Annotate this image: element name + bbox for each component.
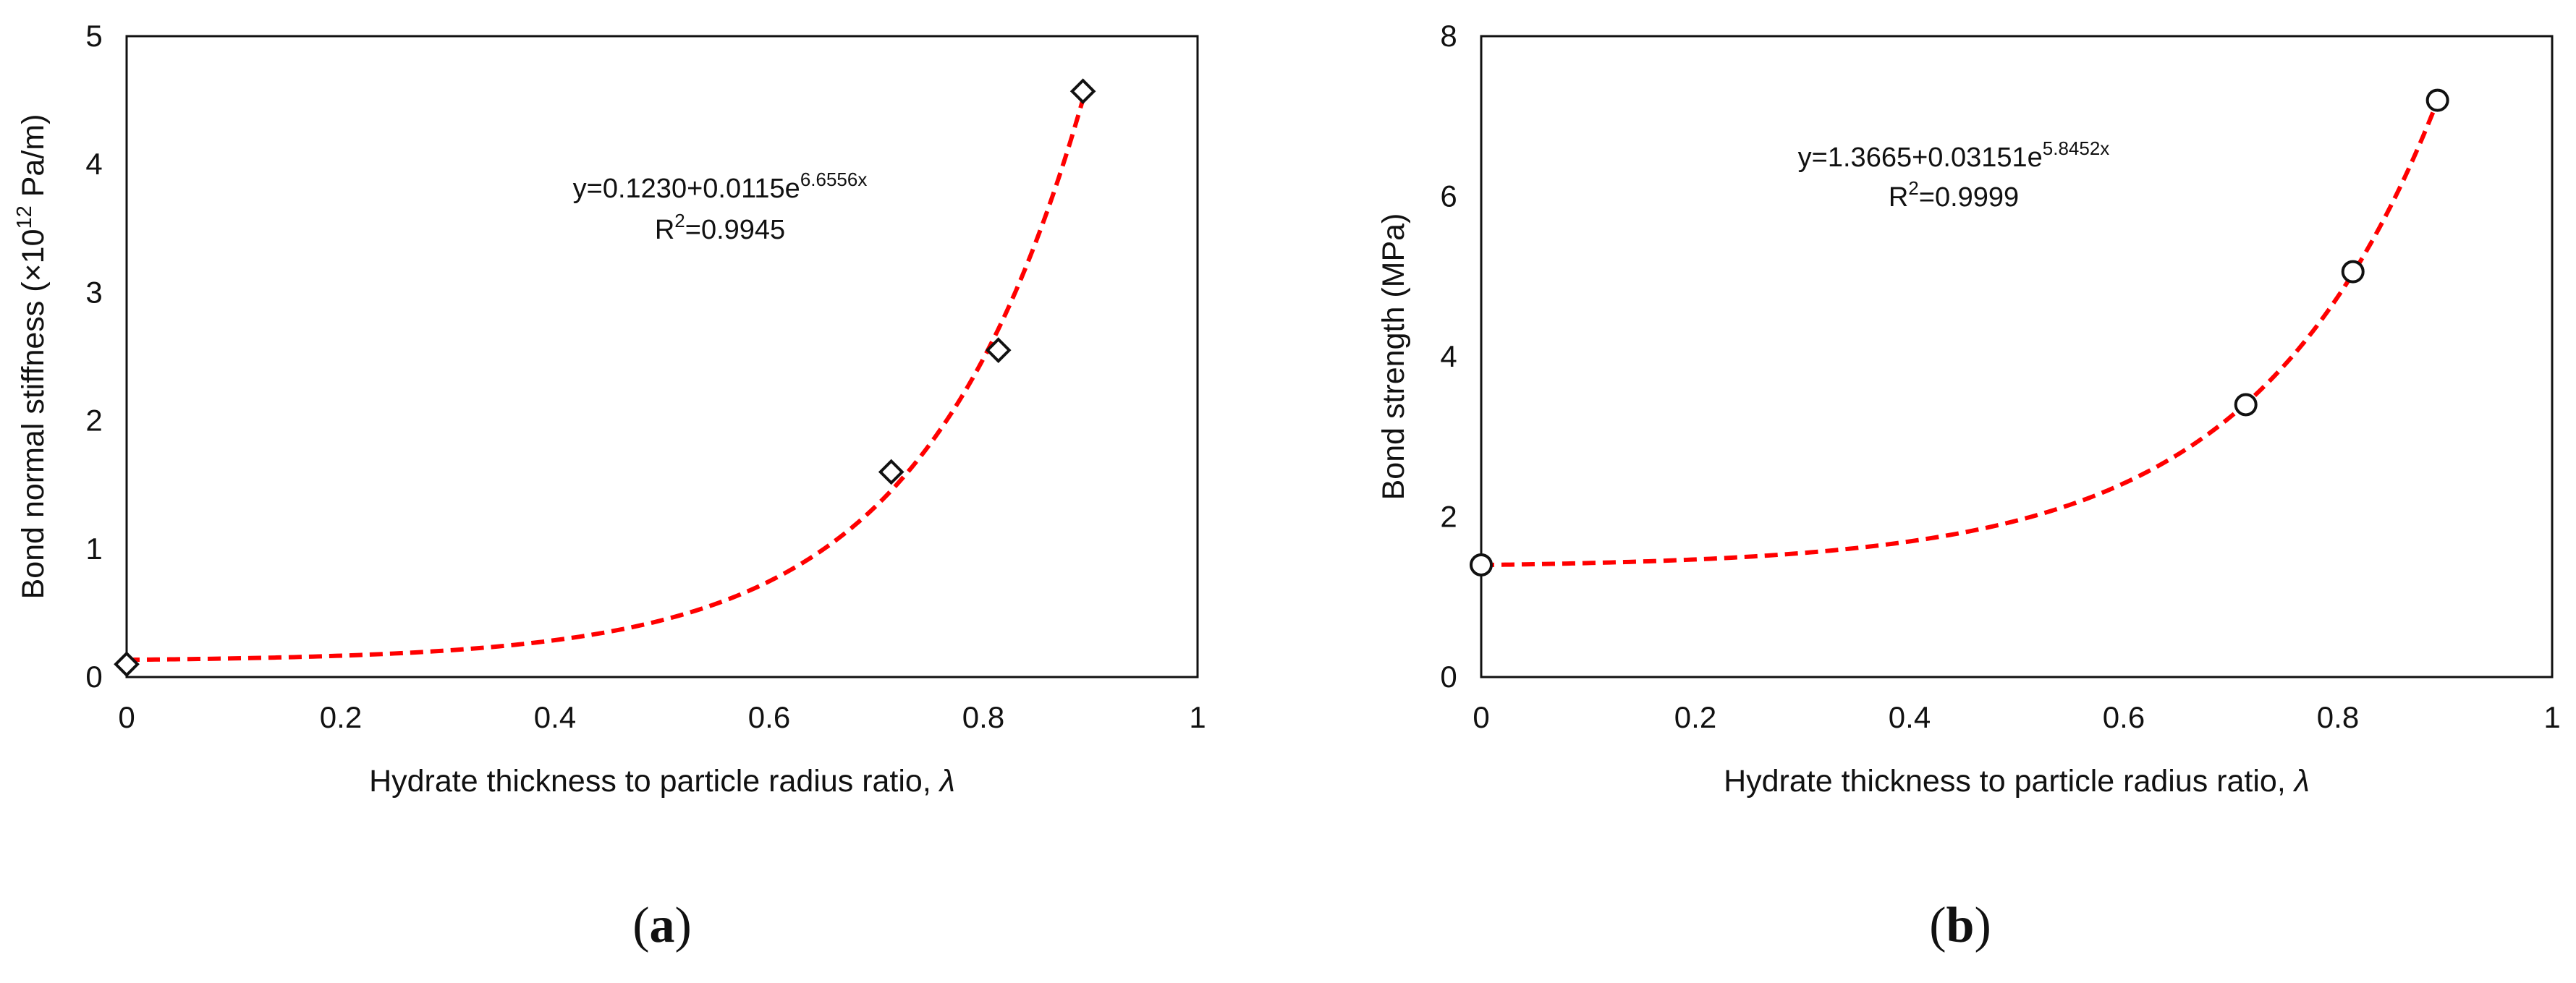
y-axis-label: Bond normal stiffness (×1012 Pa/m)	[13, 114, 51, 600]
chart-b: 0 2 4 6 8 0 0.2 0.4 0.6 0.8 1 y=1.3665+0.03151e5.…	[1376, 19, 2561, 799]
x-tick-label: 0.6	[748, 700, 790, 734]
equation-label: y=1.3665+0.03151e5.8452x	[1798, 137, 2110, 173]
y-tick-label: 0	[85, 660, 102, 694]
plot-area-frame	[125, 35, 1199, 678]
x-tick-label: 0.4	[1889, 700, 1931, 734]
fit-curve	[1480, 100, 2440, 568]
x-tick-label: 1	[1189, 700, 1206, 734]
x-tick-labels: 0 0.2 0.4 0.6 0.8 1	[1473, 700, 2560, 734]
data-markers	[114, 78, 1096, 678]
data-point	[2425, 88, 2449, 112]
data-point	[114, 651, 140, 678]
y-axis-label: Bond strength (MPa)	[1376, 213, 1411, 501]
y-tick-label: 2	[1440, 500, 1457, 534]
y-tick-label: 2	[85, 404, 102, 438]
data-point	[985, 337, 1012, 363]
data-markers	[1470, 88, 2449, 576]
caption-b: (b)	[1929, 898, 1991, 953]
plot-area-frame	[1480, 35, 2554, 678]
data-point	[878, 459, 904, 485]
y-tick-labels: 0 2 4 6 8	[1440, 19, 1457, 694]
caption-a: (a)	[632, 898, 692, 953]
y-tick-labels: 0 1 2 3 4 5	[85, 19, 102, 694]
y-tick-label: 8	[1440, 19, 1457, 53]
x-tick-label: 1	[2543, 700, 2560, 734]
y-tick-label: 4	[85, 147, 102, 181]
x-tick-label: 0.6	[2103, 700, 2145, 734]
r-squared-label: R2=0.9999	[1889, 177, 2019, 213]
x-tick-label: 0.8	[2317, 700, 2359, 734]
x-tick-labels: 0 0.2 0.4 0.6 0.8 1	[118, 700, 1206, 734]
equation-label: y=0.1230+0.0115e6.6556x	[573, 169, 868, 204]
y-tick-label: 3	[85, 275, 102, 309]
y-tick-label: 6	[1440, 179, 1457, 213]
chart-a: 0 1 2 3 4 5 0 0.2 0.4 0.6 0.8 1 y=0.1230+0.0115e6.…	[13, 19, 1206, 799]
y-tick-label: 1	[85, 532, 102, 566]
x-tick-label: 0	[1473, 700, 1489, 734]
x-tick-label: 0.4	[534, 700, 576, 734]
y-tick-label: 5	[85, 19, 102, 53]
data-point	[2341, 260, 2365, 284]
data-point	[1069, 78, 1096, 105]
data-point	[2234, 393, 2258, 417]
y-tick-label: 0	[1440, 660, 1457, 694]
y-tick-label: 4	[1440, 339, 1457, 373]
r-squared-label: R2=0.9945	[655, 210, 785, 245]
x-axis-label: Hydrate thickness to particle radius rat…	[1724, 764, 2310, 799]
x-tick-label: 0.2	[320, 700, 362, 734]
x-axis-label: Hydrate thickness to particle radius rat…	[369, 764, 955, 799]
data-point	[1470, 553, 1493, 576]
fit-curve	[126, 98, 1085, 663]
x-tick-label: 0	[118, 700, 135, 734]
x-tick-label: 0.2	[1674, 700, 1716, 734]
x-tick-label: 0.8	[962, 700, 1004, 734]
